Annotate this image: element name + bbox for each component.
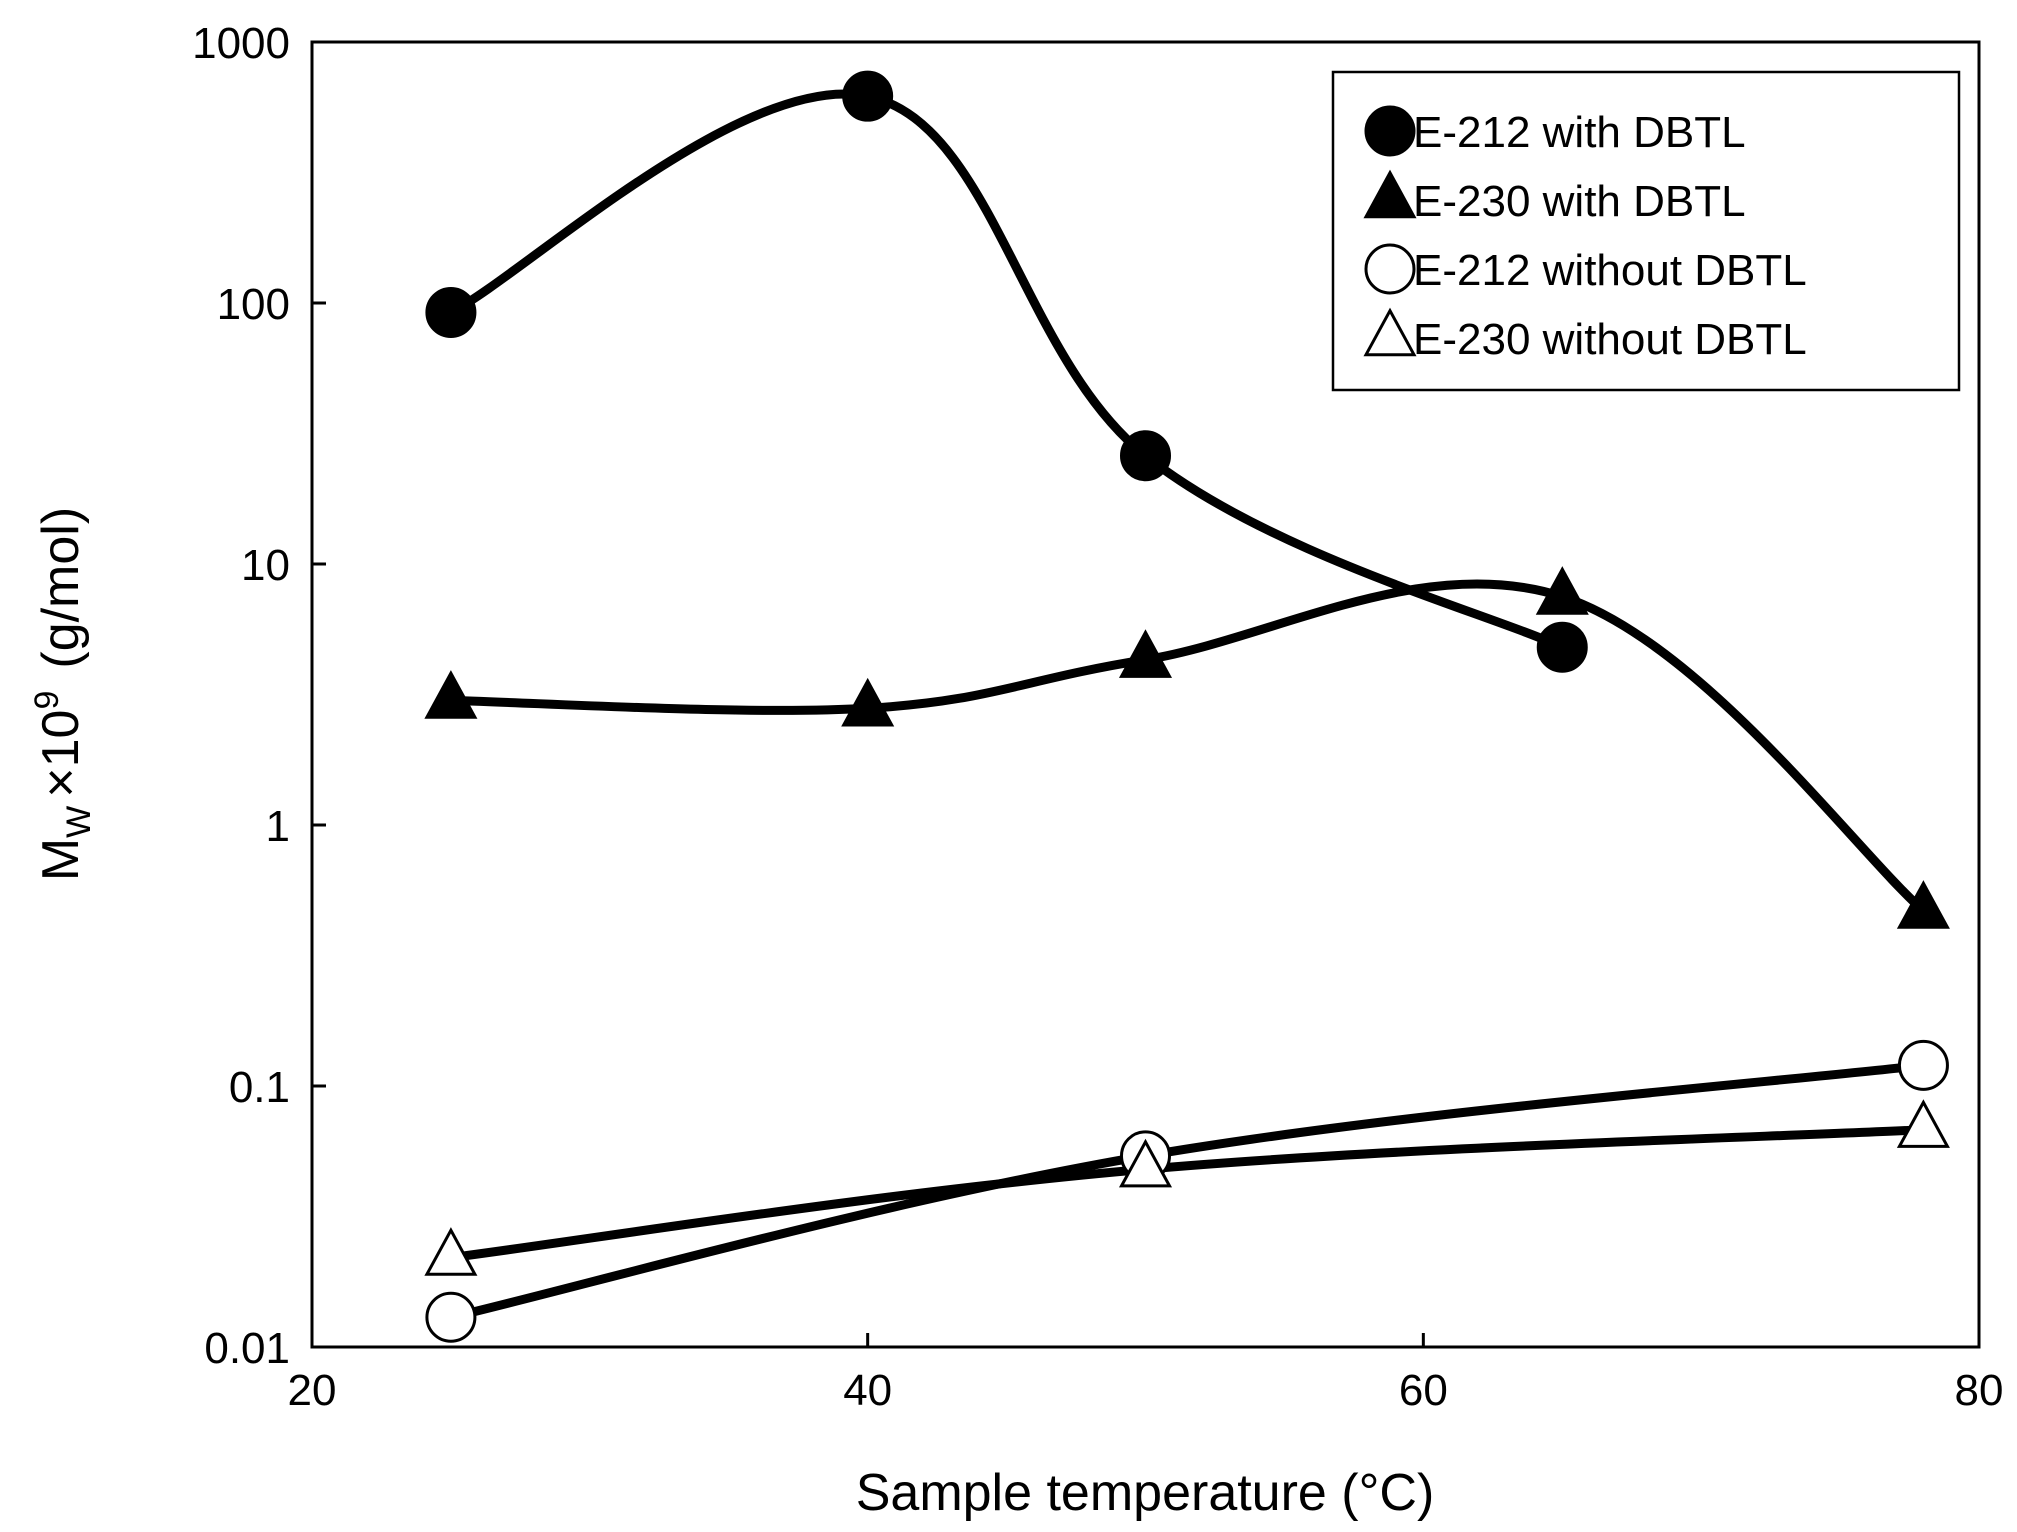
legend-marker	[1363, 307, 1417, 357]
legend-label: E-212 without DBTL	[1413, 246, 1807, 295]
y-tick-label: 1000	[192, 19, 290, 68]
series-1-point	[1536, 621, 1588, 673]
legend-label: E-212 with DBTL	[1413, 108, 1746, 157]
series-4-point	[424, 1227, 478, 1276]
x-axis-title: Sample temperature (°C)	[856, 1464, 1435, 1522]
series-4-point	[1896, 1099, 1950, 1148]
series-3-point	[425, 1291, 477, 1343]
x-tick-label: 20	[288, 1366, 337, 1415]
series-1-point	[842, 70, 894, 122]
y-axis-title: MW ×109 (g/mol)	[28, 507, 98, 881]
y-tick-label: 0.01	[204, 1324, 290, 1373]
y-tick-label: 1	[266, 802, 290, 851]
plot-area-frame	[310, 40, 1981, 1349]
legend-box	[1331, 70, 1961, 392]
series-4-point	[1118, 1138, 1173, 1188]
series-markers	[424, 70, 1950, 1343]
y-axis-title-main: M	[32, 838, 90, 881]
legend: E-212 with DBTL E-230 with DBTL E-212 with…	[1331, 70, 1961, 392]
legend-marker	[1364, 243, 1416, 295]
series-3-point	[1897, 1039, 1949, 1091]
legend-item: E-212 without DBTL	[1364, 243, 1807, 295]
series-1-point	[1120, 430, 1171, 482]
legend-item: E-230 without DBTL	[1363, 307, 1807, 364]
y-axis-title-unit: (g/mol)	[32, 507, 90, 669]
y-tick-label: 10	[241, 541, 290, 590]
series-2-point	[1535, 566, 1589, 615]
x-tick-label: 40	[843, 1366, 892, 1415]
legend-label: E-230 without DBTL	[1413, 315, 1807, 364]
svg-text:MW×109(g/mol): MW ×109 (g/mol)	[28, 507, 98, 881]
y-axis-title-times: ×10	[32, 710, 90, 798]
y-tick-label: 0.1	[229, 1063, 290, 1112]
series-1-point	[425, 286, 477, 338]
y-tick-label: 100	[217, 280, 290, 329]
x-tick-label: 80	[1955, 1366, 2004, 1415]
legend-items: E-212 with DBTL E-230 with DBTL E-212 with…	[1363, 105, 1807, 364]
y-axis-title-sub: W	[60, 806, 98, 838]
legend-item: E-212 with DBTL	[1364, 105, 1746, 157]
series-line-1	[446, 89, 1567, 652]
series-2-point	[424, 670, 478, 719]
legend-marker	[1364, 105, 1416, 157]
x-tick-label: 60	[1399, 1366, 1448, 1415]
legend-item: E-230 with DBTL	[1363, 169, 1746, 226]
series-2-point	[1896, 880, 1950, 929]
legend-label: E-230 with DBTL	[1413, 177, 1746, 226]
y-axis-title-exp: 9	[28, 691, 66, 710]
legend-marker	[1363, 169, 1417, 219]
series-2-point	[841, 677, 895, 727]
series-line-2	[446, 579, 1928, 916]
axis-ticks: 20 40 60 80 0.01 0.1 1 10 100 1000	[192, 19, 2003, 1415]
series-2-point	[1118, 629, 1173, 678]
